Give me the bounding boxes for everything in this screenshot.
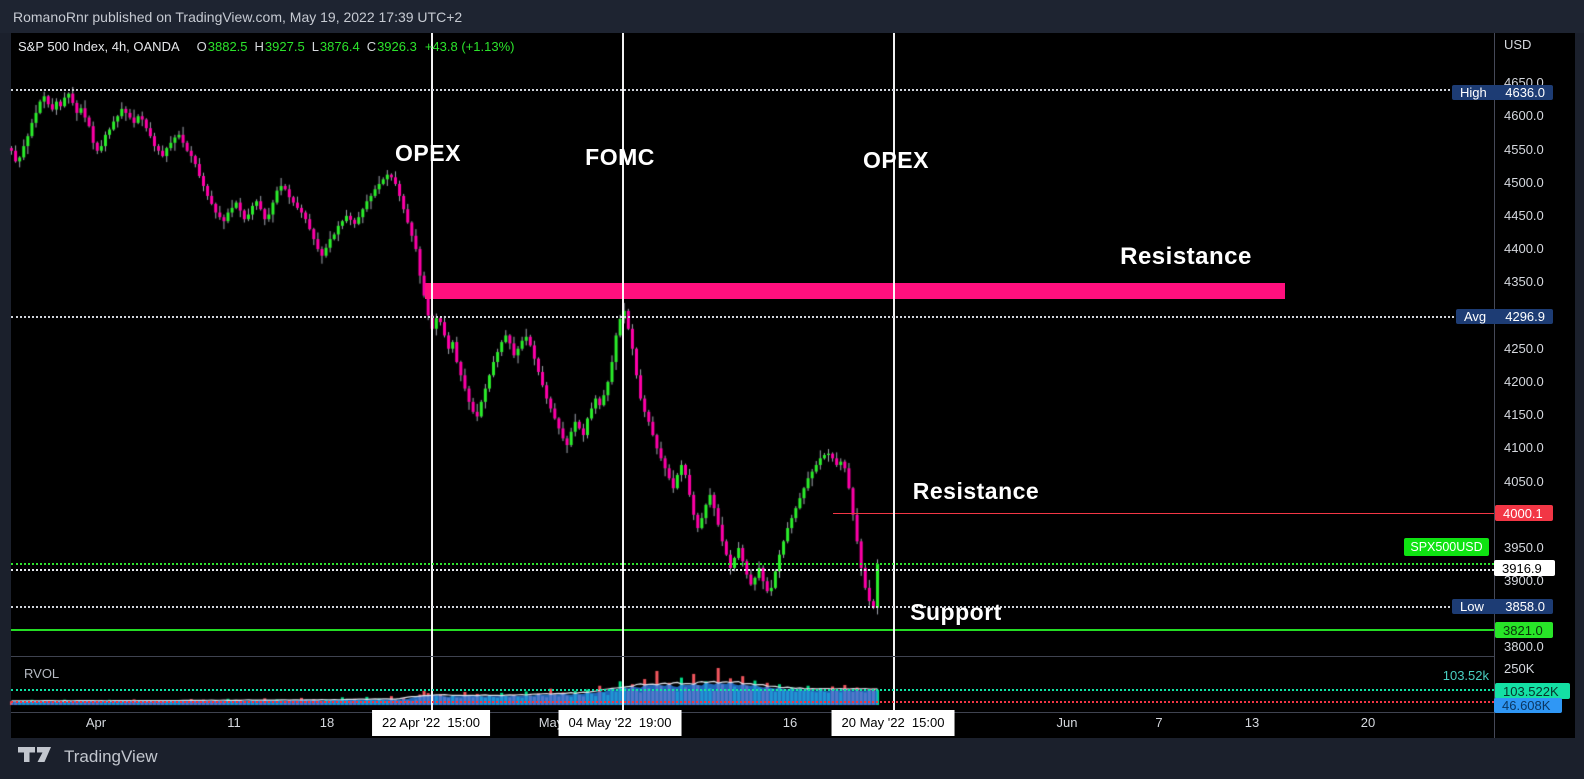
event-time-box[interactable]: 04 May '22 19:00 xyxy=(558,710,682,736)
publish-bar: RomanoRnr published on TradingView.com, … xyxy=(0,0,1584,33)
price-tick: 4500.0 xyxy=(1504,175,1544,190)
avg-badge-value: 4296.9 xyxy=(1505,309,1545,324)
annotation-support-level[interactable]: Support xyxy=(910,599,1002,625)
event-vline-opex-april[interactable] xyxy=(431,33,433,712)
legend-low-value: 3876.4 xyxy=(319,39,360,54)
low-badge-label: Low xyxy=(1460,599,1484,614)
time-tick: 16 xyxy=(782,715,798,730)
legend-change: +43.8 (+1.13%) xyxy=(424,39,515,54)
low-dotted-line xyxy=(11,606,1494,608)
legend-high-label: H xyxy=(254,39,264,54)
volume-current-badge: 103.522K xyxy=(1495,683,1570,699)
price-tick: 4600.0 xyxy=(1504,108,1544,123)
price-tick: 3900.0 xyxy=(1504,573,1544,588)
volume-scale-tick: 250K xyxy=(1504,661,1535,676)
annotation-fomc[interactable]: FOMC xyxy=(585,144,655,170)
event-vline-opex-may[interactable] xyxy=(893,33,895,712)
support-horizontal-line[interactable] xyxy=(11,629,1494,631)
event-time-box[interactable]: 20 May '22 15:00 xyxy=(831,710,955,736)
time-tick: 13 xyxy=(1244,715,1260,730)
published-byline: RomanoRnr published on TradingView.com, … xyxy=(13,8,463,25)
last-price-dotted-line xyxy=(11,569,1494,571)
low-badge-value: 3858.0 xyxy=(1505,599,1545,614)
time-tick: 20 xyxy=(1360,715,1376,730)
chart-legend: S&P 500 Index, 4h, OANDA O 3882.5 H 3927… xyxy=(18,39,514,54)
rvol-indicator-label[interactable]: RVOL xyxy=(24,666,60,681)
time-tick: 18 xyxy=(319,715,335,730)
price-tick: 4450.0 xyxy=(1504,208,1544,223)
high-badge-label: High xyxy=(1460,85,1487,100)
legend-open-label: O xyxy=(196,39,207,54)
annotation-opex-right[interactable]: OPEX xyxy=(863,147,929,173)
avg-badge-label: Avg xyxy=(1464,309,1487,324)
prev-close-dotted-line xyxy=(11,563,1494,565)
annotation-resistance-level[interactable]: Resistance xyxy=(912,478,1040,504)
price-tick: 4250.0 xyxy=(1504,341,1544,356)
event-time-box[interactable]: 22 Apr '22 15:00 xyxy=(372,710,490,736)
legend-close-value: 3926.3 xyxy=(377,39,417,54)
legend-close-label: C xyxy=(366,39,377,54)
tradingview-brand-text[interactable]: TradingView xyxy=(64,747,158,766)
avg-dotted-line xyxy=(11,316,1494,318)
price-tick: 3950.0 xyxy=(1504,540,1544,555)
price-tick: 4100.0 xyxy=(1504,440,1544,455)
symbol-badge[interactable]: SPX500USD xyxy=(1404,538,1489,556)
volume-pane-separator[interactable] xyxy=(11,656,1575,657)
price-tick: 4550.0 xyxy=(1504,142,1544,157)
high-badge-value: 4636.0 xyxy=(1505,85,1545,100)
time-tick: Apr xyxy=(85,715,107,730)
time-tick: May xyxy=(538,715,564,730)
time-tick: 11 xyxy=(227,715,241,730)
resistance-price-badge: 4000.1 xyxy=(1495,505,1553,521)
annotation-resistance-zone[interactable]: Resistance xyxy=(1120,243,1252,270)
resistance-horizontal-line[interactable] xyxy=(833,513,1494,515)
event-vline-fomc[interactable] xyxy=(622,33,624,712)
axis-currency-label: USD xyxy=(1504,37,1532,52)
avg-price-badge: Avg 4296.9 xyxy=(1456,309,1553,324)
price-tick: 4150.0 xyxy=(1504,407,1544,422)
price-tick: 4350.0 xyxy=(1504,274,1544,289)
price-tick: 4200.0 xyxy=(1504,374,1544,389)
support-price-badge: 3821.0 xyxy=(1495,622,1553,638)
last-price-badge: 3916.9 xyxy=(1494,560,1555,576)
legend-low-label: L xyxy=(311,39,319,54)
volume-current-value-label: 103.52k xyxy=(1442,668,1489,683)
price-tick: 4400.0 xyxy=(1504,241,1544,256)
price-tick: 3800.0 xyxy=(1504,639,1544,654)
low-price-badge: Low 3858.0 xyxy=(1452,599,1553,614)
time-axis-separator xyxy=(11,712,1575,713)
legend-open-value: 3882.5 xyxy=(207,39,248,54)
tradingview-logo-icon[interactable] xyxy=(18,747,52,769)
legend-high-value: 3927.5 xyxy=(264,39,305,54)
legend-symbol[interactable]: S&P 500 Index, 4h, OANDA xyxy=(18,39,180,54)
annotation-opex-left[interactable]: OPEX xyxy=(395,140,461,166)
time-tick: Jun xyxy=(1056,715,1078,730)
time-tick: 7 xyxy=(1155,715,1163,730)
resistance-zone-bar[interactable] xyxy=(425,283,1285,299)
high-dotted-line xyxy=(11,89,1494,91)
high-price-badge: High 4636.0 xyxy=(1452,85,1553,100)
price-tick: 4050.0 xyxy=(1504,474,1544,489)
volume-current-dotted-line xyxy=(11,689,1494,691)
volume-ma-dotted-line xyxy=(11,701,1494,703)
volume-ma-badge: 46.608K xyxy=(1494,698,1562,713)
